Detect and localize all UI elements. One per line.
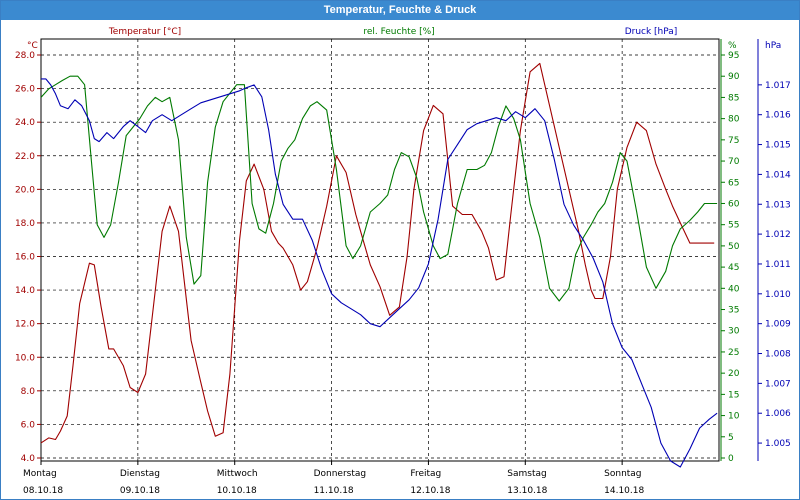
left-tick-label: 6.0 bbox=[21, 420, 36, 430]
x-day-label: Samstag bbox=[507, 469, 546, 479]
humidity-line bbox=[40, 75, 718, 302]
x-day-label: Donnerstag bbox=[314, 469, 367, 479]
pressure-tick-label: 1.005 bbox=[765, 439, 791, 449]
left-tick-label: 14.0 bbox=[15, 286, 35, 296]
humidity-tick-label: 40 bbox=[728, 284, 740, 294]
pressure-tick-label: 1.010 bbox=[765, 290, 791, 300]
humidity-tick-label: 65 bbox=[728, 178, 739, 188]
legend-temperature: Temperatur [°C] bbox=[108, 27, 181, 37]
humidity-tick-label: 10 bbox=[728, 412, 740, 422]
humidity-tick-label: 80 bbox=[728, 115, 740, 125]
humidity-tick-label: 5 bbox=[728, 433, 734, 443]
pressure-tick-label: 1.009 bbox=[765, 320, 791, 330]
humidity-tick-label: 95 bbox=[728, 51, 739, 61]
humidity-tick-label: 55 bbox=[728, 221, 739, 231]
pressure-tick-label: 1.016 bbox=[765, 111, 791, 121]
left-tick-label: 26.0 bbox=[15, 85, 35, 95]
left-tick-label: 20.0 bbox=[15, 185, 35, 195]
left-tick-label: 28.0 bbox=[15, 51, 35, 61]
x-day-label: Sonntag bbox=[604, 469, 641, 479]
x-day-label: Freitag bbox=[410, 469, 441, 479]
humidity-tick-label: 0 bbox=[728, 454, 734, 464]
plot-frame bbox=[40, 38, 720, 462]
pressure-tick-label: 1.014 bbox=[765, 170, 791, 180]
left-tick-label: 8.0 bbox=[21, 387, 36, 397]
legend-humidity: rel. Feuchte [%] bbox=[363, 27, 434, 37]
left-tick-label: 18.0 bbox=[15, 219, 35, 229]
pressure-tick-label: 1.007 bbox=[765, 379, 791, 389]
pressure-line bbox=[41, 78, 718, 468]
pressure-tick-label: 1.013 bbox=[765, 200, 791, 210]
pressure-tick-label: 1.006 bbox=[765, 409, 791, 419]
humidity-tick-label: 60 bbox=[728, 199, 740, 209]
left-tick-label: 22.0 bbox=[15, 152, 35, 162]
humidity-tick-label: 50 bbox=[728, 242, 740, 252]
x-date-label: 12.10.18 bbox=[410, 486, 450, 496]
left-tick-label: 12.0 bbox=[15, 320, 35, 330]
left-tick-label: 24.0 bbox=[15, 118, 35, 128]
x-day-label: Montag bbox=[23, 469, 57, 479]
humidity-tick-label: 25 bbox=[728, 348, 739, 358]
x-date-label: 13.10.18 bbox=[507, 486, 547, 496]
pressure-tick-label: 1.011 bbox=[765, 260, 791, 270]
x-date-label: 14.10.18 bbox=[604, 486, 644, 496]
humidity-tick-label: 75 bbox=[728, 136, 739, 146]
legend-pressure: Druck [hPa] bbox=[625, 27, 678, 37]
humidity-axis-unit: % bbox=[728, 41, 737, 51]
left-axis-unit: °C bbox=[27, 41, 38, 51]
pressure-axis-unit: hPa bbox=[765, 41, 781, 51]
pressure-tick-label: 1.008 bbox=[765, 350, 791, 360]
pressure-tick-label: 1.015 bbox=[765, 141, 791, 151]
humidity-tick-label: 35 bbox=[728, 306, 739, 316]
humidity-tick-label: 90 bbox=[728, 72, 740, 82]
humidity-tick-label: 15 bbox=[728, 390, 739, 400]
left-tick-label: 10.0 bbox=[15, 353, 35, 363]
pressure-tick-label: 1.017 bbox=[765, 81, 791, 91]
humidity-tick-label: 45 bbox=[728, 263, 739, 273]
chart-svg: 4.0 6.0 8.0 10.0 12.0 14.0 16.0 18.0 20.0 22.0 24.… bbox=[15, 27, 791, 496]
x-date-label: 10.10.18 bbox=[217, 486, 257, 496]
x-day-label: Dienstag bbox=[120, 469, 160, 479]
x-date-label: 08.10.18 bbox=[23, 486, 63, 496]
window-title: Temperatur, Feuchte & Druck bbox=[1, 1, 799, 20]
humidity-tick-label: 20 bbox=[728, 369, 740, 379]
x-day-label: Mittwoch bbox=[217, 469, 258, 479]
temperature-line bbox=[40, 62, 715, 444]
pressure-tick-label: 1.012 bbox=[765, 230, 791, 240]
humidity-tick-label: 70 bbox=[728, 157, 740, 167]
x-date-label: 11.10.18 bbox=[314, 486, 354, 496]
left-tick-label: 4.0 bbox=[21, 454, 36, 464]
humidity-tick-label: 30 bbox=[728, 327, 740, 337]
x-date-label: 09.10.18 bbox=[120, 486, 160, 496]
humidity-tick-label: 85 bbox=[728, 93, 739, 103]
left-tick-label: 16.0 bbox=[15, 253, 35, 263]
